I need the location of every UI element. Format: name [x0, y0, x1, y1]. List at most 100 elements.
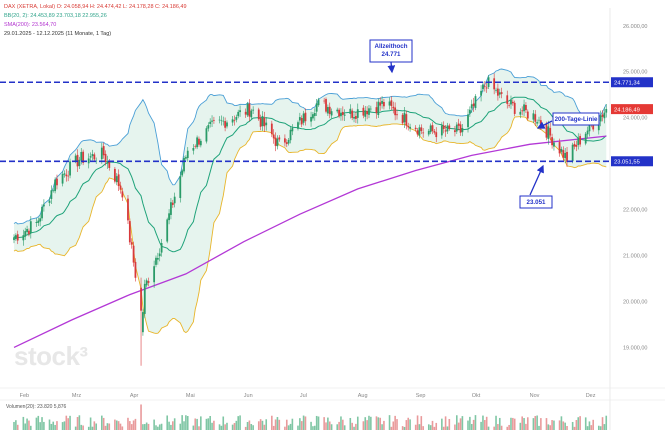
support-annotation-box — [519, 195, 553, 209]
volume-bar — [323, 417, 325, 430]
volume-bar — [239, 415, 241, 430]
volume-bar — [147, 423, 150, 430]
candle-body — [534, 114, 537, 122]
candle-body — [132, 245, 135, 263]
x-tick-label: Nov — [530, 393, 540, 399]
candle-body — [171, 202, 174, 205]
candle-body — [192, 148, 195, 151]
candle-body — [454, 130, 456, 133]
candle-body — [472, 103, 475, 107]
volume-bar — [278, 419, 281, 430]
candle-body — [26, 229, 28, 233]
candle-body — [298, 117, 301, 121]
volume-bar — [263, 424, 266, 430]
candle-body — [493, 78, 496, 90]
volume-bar — [469, 416, 471, 430]
volume-bar — [82, 425, 84, 430]
x-tick-label: Jun — [244, 393, 253, 399]
volume-bar — [157, 426, 159, 430]
volume-bar — [484, 420, 486, 430]
volume-bar — [155, 425, 157, 430]
volume-bar — [48, 419, 51, 430]
candle-body — [287, 139, 290, 144]
volume-bar — [416, 415, 419, 430]
candle-body — [48, 200, 51, 203]
volume-bar — [132, 420, 135, 430]
resistance-price-tag-bg — [611, 77, 653, 88]
volume-bar — [198, 426, 200, 430]
volume-bar — [379, 417, 381, 430]
volume-bar — [459, 418, 462, 430]
candle-body — [532, 113, 535, 120]
volume-bar — [300, 421, 303, 430]
volume-bar — [28, 420, 30, 430]
candle-body — [353, 116, 355, 119]
volume-bar — [392, 421, 395, 430]
volume-bar — [158, 424, 161, 430]
candle-body — [440, 125, 443, 136]
volume-bar — [213, 420, 215, 430]
candle-body — [366, 111, 369, 115]
volume-bar — [237, 416, 240, 430]
volume-bar — [181, 415, 183, 430]
volume-bar — [470, 423, 473, 430]
candle-body — [433, 131, 436, 133]
volume-bar — [244, 426, 247, 430]
volume-bar — [196, 418, 198, 430]
volume-bar — [115, 420, 118, 430]
candle-body — [328, 106, 331, 115]
volume-bar — [106, 423, 109, 430]
volume-bar — [289, 423, 292, 430]
candle-body — [435, 132, 438, 138]
candle-body — [300, 118, 303, 125]
candle-body — [442, 125, 445, 130]
volume-bar — [534, 415, 537, 430]
candle-body — [369, 108, 372, 110]
volume-bar — [108, 423, 111, 430]
volume-bar — [603, 424, 606, 430]
candle-body — [14, 235, 17, 240]
sma-annotation-text: 200-Tage-Linie — [555, 116, 598, 123]
candle-body — [482, 84, 484, 90]
volume-bar — [381, 424, 383, 430]
volume-bar — [566, 425, 568, 430]
volume-bar — [519, 422, 522, 430]
volume-bar — [429, 425, 432, 430]
candle-body — [446, 125, 449, 132]
volume-bar — [442, 426, 445, 430]
candle-body — [312, 114, 314, 119]
volume-bar — [444, 416, 447, 430]
candle-body — [184, 157, 187, 159]
volume-bar — [93, 421, 96, 430]
candle-body — [356, 109, 359, 118]
volume-bar — [396, 419, 398, 430]
volume-bar — [95, 423, 98, 430]
candle-body — [459, 124, 462, 133]
volume-bar — [351, 422, 353, 430]
candle-body — [50, 190, 53, 200]
candle-body — [119, 185, 122, 190]
candle-body — [128, 221, 131, 243]
x-tick-label: Mrz — [72, 393, 81, 399]
candle-body — [538, 119, 540, 121]
candle-body — [468, 109, 471, 114]
volume-bar — [211, 422, 213, 430]
candle-body — [117, 174, 120, 187]
candle-body — [420, 127, 423, 132]
candle-body — [257, 109, 260, 120]
volume-bar — [179, 423, 182, 430]
candle-body — [558, 142, 561, 154]
bollinger-middle-line — [13, 96, 607, 253]
candle-body — [330, 111, 333, 116]
candle-body — [222, 120, 225, 122]
volume-bar — [226, 422, 228, 430]
bollinger-upper-line — [13, 68, 607, 225]
candle-body — [317, 99, 320, 106]
x-tick-label: Feb — [20, 393, 29, 399]
volume-bar — [500, 425, 503, 430]
volume-bar — [446, 426, 449, 430]
volume-bar — [24, 423, 27, 430]
candle-body — [599, 115, 602, 122]
volume-bar — [15, 420, 17, 430]
candle-body — [140, 287, 142, 311]
